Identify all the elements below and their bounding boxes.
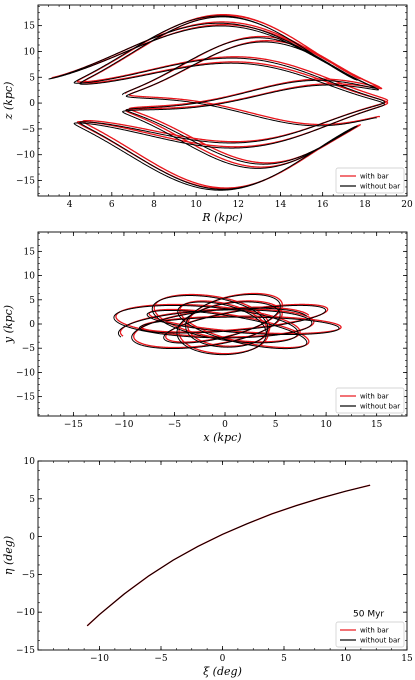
x-tick-label: 8 [151,200,157,210]
panel-xieta: −10 −5 0 5 10 15 −15 −10 −5 0 5 10 ξ (deg) η (deg) 50 … [2,457,413,678]
x-tick-label: 0 [220,654,226,664]
y-tick-label: 5 [29,296,35,306]
x-axis-label: R (kpc) [201,211,242,224]
y-axis-label: η (deg) [2,536,15,575]
x-tick-label: 4 [67,200,73,210]
legend-entry: without bar [360,403,400,411]
series-with-bar [51,14,389,190]
plot-area-xy [113,292,342,356]
x-tick-label: 20 [401,200,413,210]
x-tick-label: 15 [401,654,413,664]
legend: with bar without bar [335,167,405,194]
x-tick-label: −10 [90,654,109,664]
x-tick-label: 12 [233,200,244,210]
x-tick-label: −15 [64,420,83,430]
annotation-label: 50 Myr [353,610,384,620]
y-tick-label: 5 [29,495,35,505]
y-tick-label: −15 [16,177,35,187]
x-tick-label: 10 [340,654,352,664]
y-tick-label: 10 [24,47,36,57]
axes-frame [37,460,408,651]
axes-frame [37,231,408,417]
x-tick-label: 10 [190,200,202,210]
y-tick-label: 0 [29,99,35,109]
y-tick-label: −5 [22,570,36,580]
panel-rz: 4 6 8 10 12 14 16 18 20 −15 −10 −5 0 5 10 15 R (kpc) z (k… [2,4,413,224]
y-tick-label: −10 [16,151,35,161]
legend-entry: with bar [360,173,389,181]
major-ticks-xy [38,232,407,416]
panel-xy: −15 −10 −5 0 5 10 15 −15 −10 −5 0 5 10 15 x (kpc) y (kp… [2,231,408,444]
plot-area-rz [48,14,389,191]
x-axis-label: x (kpc) [203,431,241,444]
y-tick-label: 10 [24,457,36,467]
x-tick-label: −5 [168,420,182,430]
legend-entry: with bar [360,627,389,635]
x-tick-label: −10 [114,420,133,430]
x-tick-label: 14 [275,200,287,210]
axes-frame [37,4,408,197]
legend-entry: without bar [360,183,400,191]
x-tick-label: 5 [273,420,279,430]
series-without-bar [48,15,385,191]
x-tick-label: 6 [109,200,115,210]
x-tick-label: 15 [371,420,383,430]
x-tick-label: 5 [281,654,287,664]
x-tick-label: −5 [154,654,168,664]
x-tick-label: 18 [359,200,371,210]
y-tick-label: −15 [16,646,35,656]
legend-entry: without bar [360,637,400,645]
x-tick-label: 0 [222,420,228,430]
y-tick-label: 5 [29,73,35,83]
legend: with bar without bar [335,387,405,414]
y-tick-label: −15 [16,393,35,403]
y-axis-label: y (kpc) [2,305,15,344]
y-tick-label: 0 [29,320,35,330]
series-without-bar [113,293,340,356]
y-axis-label: z (kpc) [2,82,15,121]
legend-box [335,387,405,414]
y-tick-label: 10 [24,272,36,282]
y-tick-label: −5 [22,125,36,135]
legend-box [335,621,405,648]
legend-box [335,167,405,194]
major-ticks-rz [38,5,408,196]
y-tick-label: 0 [29,533,35,543]
series-without-bar [86,484,371,627]
y-tick-label: 15 [24,247,36,257]
y-tick-label: −10 [16,608,35,618]
x-tick-label: 10 [320,420,332,430]
y-tick-label: −10 [16,368,35,378]
plot-area-xieta [86,484,371,627]
x-axis-label: ξ (deg) [203,665,242,678]
legend: with bar without bar [335,621,405,648]
minor-ticks-rz [37,5,408,196]
x-tick-label: 16 [317,200,329,210]
series-with-bar [86,484,371,627]
y-tick-label: −5 [22,344,36,354]
y-tick-label: 15 [24,22,36,32]
legend-entry: with bar [360,393,389,401]
